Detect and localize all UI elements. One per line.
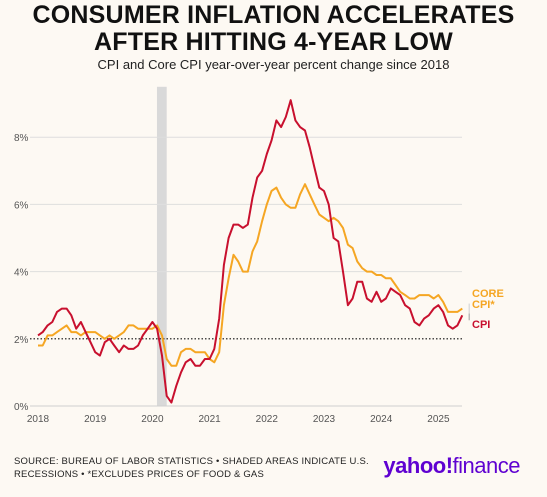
series-lines: [37, 99, 464, 404]
x-tick-label: 2020: [141, 414, 164, 425]
brand-sub: finance: [452, 453, 521, 478]
y-tick-label: 8%: [14, 133, 29, 144]
y-tick-label: 6%: [14, 200, 29, 211]
chart-subtitle: CPI and Core CPI year-over-year percent …: [97, 57, 450, 72]
core-cpi-label-line2: CPI*: [472, 299, 495, 311]
y-tick-label: 2%: [14, 335, 29, 346]
x-tick-label: 2019: [84, 414, 107, 425]
y-axis-labels: 0% 2% 4% 6% 8%: [14, 133, 29, 413]
series-line-core-cpi: [38, 183, 463, 367]
series-end-labels: CORE CPI* CPI: [472, 288, 504, 331]
recession-band: [156, 86, 167, 407]
x-tick-label: 2023: [313, 414, 336, 425]
series-line-cpi: [37, 99, 464, 404]
core-cpi-label-line1: CORE: [472, 288, 504, 300]
y-tick-label: 4%: [14, 268, 29, 279]
brand-main: yahoo!: [383, 453, 453, 478]
cpi-label: CPI: [472, 319, 490, 331]
chart-title: CONSUMER INFLATION ACCELERATES AFTER HIT…: [0, 2, 547, 56]
x-tick-label: 2018: [27, 414, 50, 425]
x-tick-label: 2021: [198, 414, 221, 425]
x-tick-label: 2022: [256, 414, 279, 425]
x-tick-label: 2025: [427, 414, 450, 425]
y-tick-label: 0%: [14, 402, 29, 413]
title-line-2: AFTER HITTING 4-YEAR LOW: [94, 28, 453, 56]
source-note: SOURCE: BUREAU OF LABOR STATISTICS • SHA…: [14, 455, 374, 481]
title-line-1: CONSUMER INFLATION ACCELERATES: [32, 1, 515, 29]
yahoo-finance-logo[interactable]: yahoo!finance: [383, 453, 520, 479]
grid-lines: [30, 136, 462, 273]
x-axis-labels: 2018 2019 2020 2021 2022 2023 2024 2025: [27, 414, 450, 425]
source-line-1: SOURCE: BUREAU OF LABOR STATISTICS • SHA…: [14, 456, 369, 467]
source-line-2: RECESSIONS • *EXCLUDES PRICES OF FOOD & …: [14, 469, 265, 480]
x-tick-label: 2024: [370, 414, 393, 425]
